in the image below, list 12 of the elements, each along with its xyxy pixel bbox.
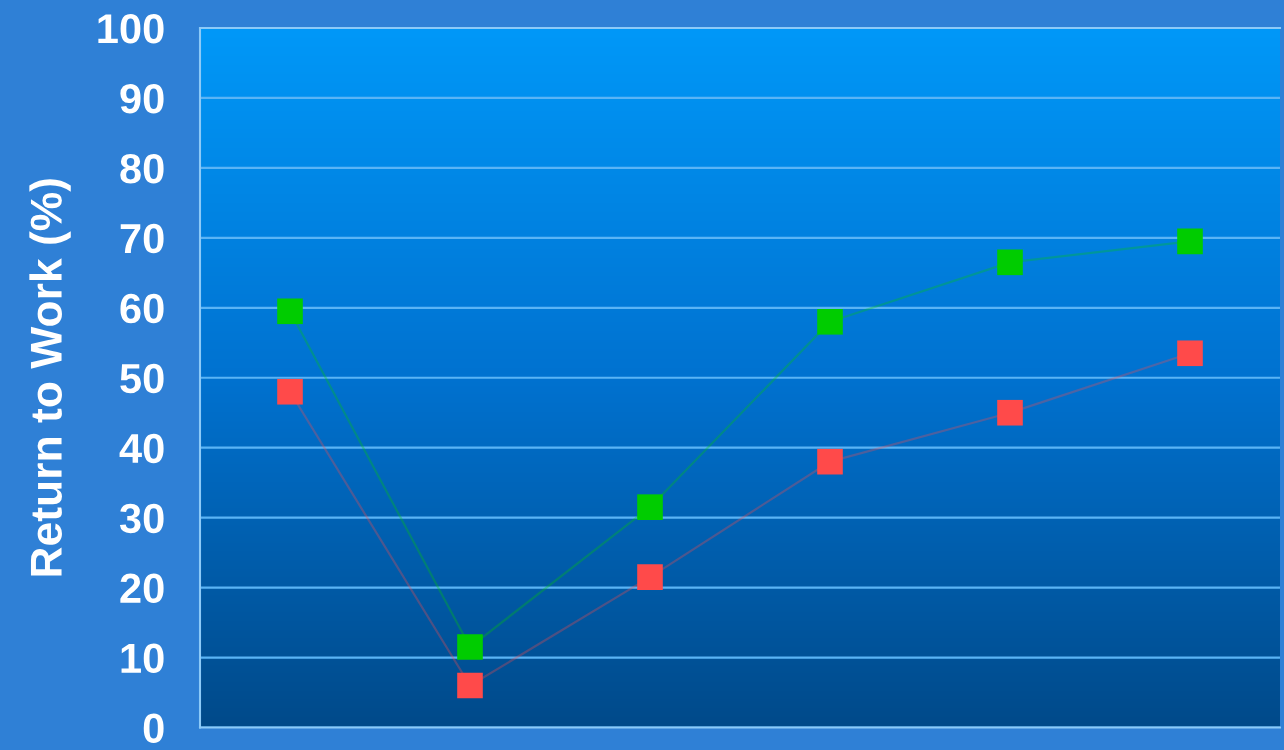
y-tick-label: 70 <box>120 223 164 254</box>
y-tick-label: 0 <box>143 713 164 744</box>
y-tick-label: 20 <box>120 573 164 604</box>
y-tick-label: 30 <box>119 503 164 534</box>
y-tick-label: 100 <box>98 14 164 44</box>
y-tick-label: 90 <box>120 83 164 114</box>
y-axis-title: Return to Work (%) <box>29 179 71 576</box>
y-tick-label: 10 <box>121 643 164 674</box>
y-tick-label: 80 <box>120 153 164 184</box>
y-tick-label: 50 <box>120 363 164 394</box>
y-tick-label: 40 <box>119 433 164 464</box>
y-tick-label: 60 <box>120 293 164 324</box>
